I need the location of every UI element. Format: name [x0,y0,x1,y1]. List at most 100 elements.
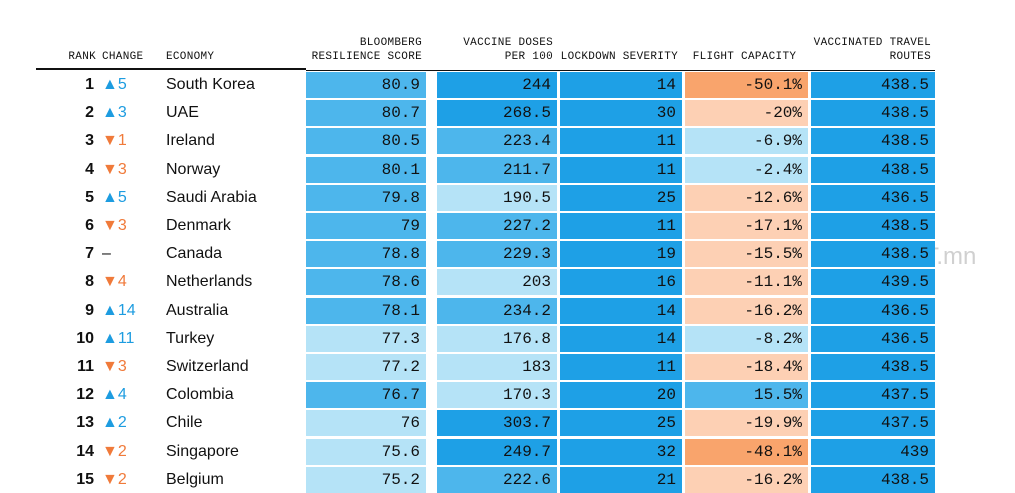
travel-routes: 438.5 [811,72,935,98]
flight-capacity: -19.9% [685,410,808,437]
rank: 1 [85,76,94,93]
lockdown: 20 [560,382,682,409]
flight-capacity: -2.4% [685,156,808,183]
flight-capacity: -16.2% [685,466,808,493]
vaccine-doses: 176.8 [437,325,557,352]
rank-header: RANK [68,51,96,63]
rank: 8 [85,273,94,291]
flight-capacity: -15.5% [685,241,808,268]
change: ▼1 [102,132,127,150]
vaccine-doses: 227.2 [437,213,557,239]
change: ▼3 [102,358,127,375]
rank: 7 [85,245,94,263]
flight-capacity: -20% [685,100,808,127]
header-rule [36,68,306,70]
travel-routes: 439.5 [811,269,935,296]
score: 77.2 [306,354,426,380]
economy: Norway [166,160,221,178]
vaccine-doses: 229.3 [437,241,557,268]
vaccine-doses: 234.2 [437,297,557,324]
change: ▼3 [102,217,127,234]
vaccine-doses: 222.6 [437,466,557,493]
score: 76.7 [306,382,426,409]
lockdown: 16 [560,269,682,296]
change: ▲4 [102,386,127,404]
lockdown: 14 [560,297,682,324]
score: 80.1 [306,156,426,183]
flight-capacity: -6.9% [685,128,808,155]
travel-routes: 439 [811,438,935,465]
score: 78.1 [306,297,426,324]
change: ▼4 [102,273,127,291]
score: 80.5 [306,128,426,155]
score: 77.3 [306,325,426,352]
vaccine-doses: 249.7 [437,438,557,465]
economy: Switzerland [166,358,249,375]
economy: Australia [166,301,229,319]
change: ▲11 [102,329,135,347]
lockdown: 11 [560,128,682,155]
score: 80.7 [306,100,426,127]
travel-routes: 438.5 [811,354,935,380]
travel-routes: 438.5 [811,156,935,183]
vaccine-doses: 303.7 [437,410,557,437]
lockdown: 14 [560,72,682,98]
flight-header: FLIGHT CAPACITY [692,51,797,63]
flight-capacity: -8.2% [685,325,808,352]
flight-capacity: -12.6% [685,184,808,211]
rank: 6 [85,217,94,234]
flight-capacity: -50.1% [685,72,808,98]
travel-routes: 436.5 [811,184,935,211]
travel-routes: 437.5 [811,382,935,409]
score: 78.8 [306,241,426,268]
economy: Saudi Arabia [166,188,257,206]
change: ▲5 [102,188,127,206]
economy: Singapore [166,442,239,460]
vaccine-doses: 268.5 [437,100,557,127]
score: 78.6 [306,269,426,296]
lockdown-header: LOCKDOWN SEVERITY [560,51,678,63]
score: 75.6 [306,438,426,465]
lockdown: 21 [560,466,682,493]
lockdown: 30 [560,100,682,127]
economy: Belgium [166,470,224,488]
flight-capacity: -11.1% [685,269,808,296]
economy: Chile [166,414,203,432]
travel-routes: 438.5 [811,100,935,127]
vaccine-doses: 203 [437,269,557,296]
rank: 14 [76,442,94,460]
rank: 2 [85,104,94,122]
routes-header: VACCINATED TRAVEL ROUTES [813,37,931,63]
lockdown: 32 [560,438,682,465]
lockdown: 11 [560,156,682,183]
vaccine-doses: 190.5 [437,184,557,211]
change: ▲2 [102,414,127,432]
vaccine-doses: 223.4 [437,128,557,155]
flight-capacity: -17.1% [685,213,808,239]
travel-routes: 437.5 [811,410,935,437]
change: ▲5 [102,76,127,93]
rank: 3 [85,132,94,150]
rank: 15 [76,470,94,488]
lockdown: 25 [560,184,682,211]
lockdown: 11 [560,213,682,239]
rank: 10 [76,329,94,347]
travel-routes: 436.5 [811,297,935,324]
score: 79.8 [306,184,426,211]
change: ▲14 [102,301,136,319]
change: – [102,245,111,263]
economy: South Korea [166,76,255,93]
lockdown: 14 [560,325,682,352]
flight-capacity: -48.1% [685,438,808,465]
change: ▼2 [102,442,127,460]
vaccine-doses: 244 [437,72,557,98]
travel-routes: 438.5 [811,128,935,155]
rank: 9 [85,301,94,319]
score-header: BLOOMBERG RESILIENCE SCORE [311,37,422,63]
flight-capacity: -18.4% [685,354,808,380]
rank: 13 [76,414,94,432]
vaccine-doses: 211.7 [437,156,557,183]
travel-routes: 438.5 [811,213,935,239]
flight-capacity: 15.5% [685,382,808,409]
economy: Denmark [166,217,231,234]
